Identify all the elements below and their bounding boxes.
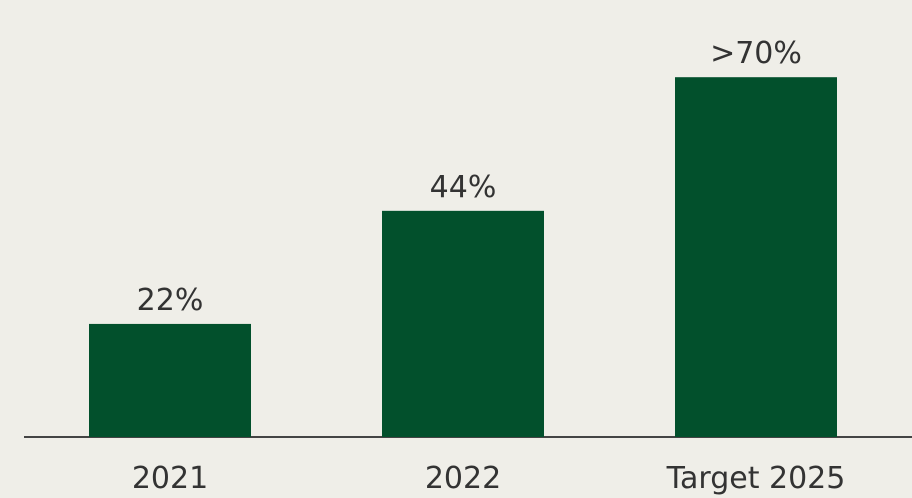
value-label: >70%: [710, 36, 802, 71]
x-tick-label: 2022: [425, 461, 501, 496]
value-label: 22%: [137, 283, 204, 318]
bar: [89, 323, 251, 437]
bar: [675, 77, 837, 437]
x-tick-label: Target 2025: [666, 461, 846, 496]
value-label: 44%: [430, 170, 497, 205]
bar: [382, 210, 544, 437]
x-tick-label: 2021: [132, 461, 208, 496]
